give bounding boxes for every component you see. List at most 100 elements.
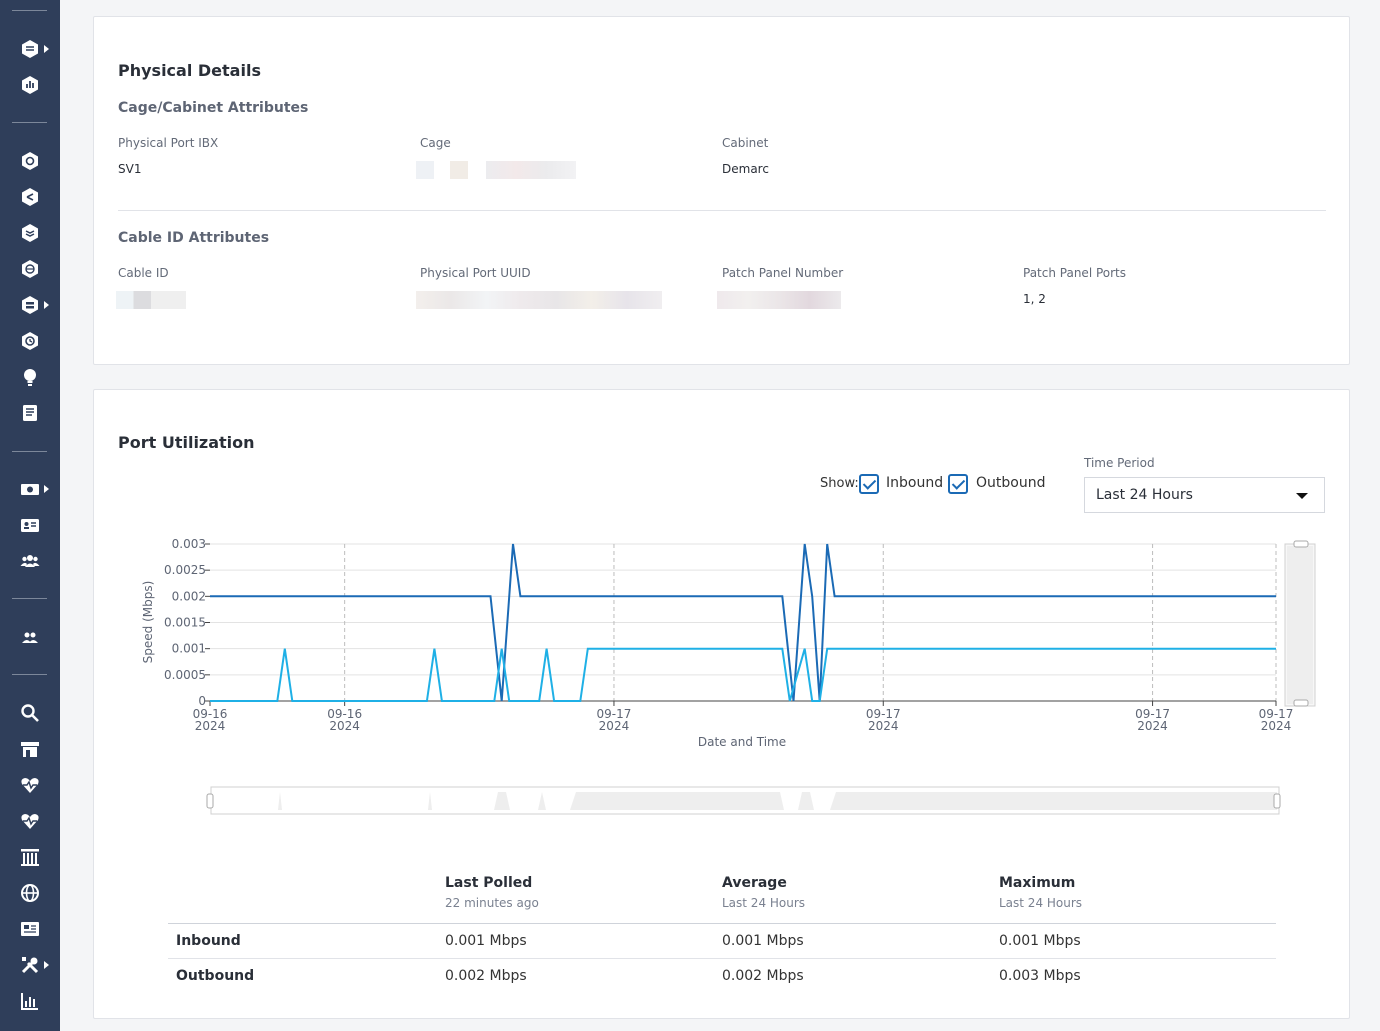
chart-box-icon[interactable] [19, 74, 41, 96]
x-tick-label-year: 2024 [868, 719, 899, 733]
search-icon[interactable] [19, 702, 41, 724]
team-icon[interactable] [19, 626, 41, 648]
layers-icon[interactable] [19, 38, 41, 60]
x-tick-label-year: 2024 [329, 719, 360, 733]
series-line-inbound[interactable] [210, 647, 1276, 702]
utilization-chart[interactable]: 0 0.0005 0.001 0.0015 0.002 0.0025 0.003 09-16… [94, 390, 1351, 1020]
y-tick-label: 0.002 [172, 589, 206, 603]
chevron-right-icon[interactable] [44, 301, 49, 309]
y-range-slider[interactable] [1284, 540, 1316, 707]
globe-hex-icon[interactable] [19, 258, 41, 280]
stack-icon[interactable] [19, 222, 41, 244]
x-range-handle-right[interactable] [1273, 793, 1281, 809]
cabinet-value: Demarc [722, 162, 769, 176]
chevron-right-icon[interactable] [44, 961, 49, 969]
sidebar-divider [12, 451, 47, 452]
document-icon[interactable] [19, 402, 41, 424]
bar-chart-icon[interactable] [19, 990, 41, 1012]
network-icon[interactable] [19, 150, 41, 172]
columns-icon[interactable] [19, 846, 41, 868]
x-tick-label: 09-16 [193, 707, 228, 721]
chart-gridlines [210, 543, 1277, 701]
x-tick-label: 09-17 [866, 707, 901, 721]
outbound-checkbox[interactable] [948, 474, 968, 494]
health-icon[interactable] [19, 810, 41, 832]
inbound-last-polled: 0.001 Mbps [445, 933, 527, 949]
chevron-right-icon[interactable] [44, 485, 49, 493]
store-icon[interactable] [19, 738, 41, 760]
x-axis-ticks: 09-16202409-16202409-17202409-17202409-1… [193, 701, 1294, 733]
patch-panel-number-label: Patch Panel Number [722, 266, 844, 280]
y-range-handle-bottom[interactable] [1293, 699, 1309, 707]
table-header-divider [168, 923, 1276, 924]
news-icon[interactable] [19, 918, 41, 940]
y-tick-label: 0.0025 [164, 563, 206, 577]
average-subheader: Last 24 Hours [722, 896, 806, 910]
outbound-checkbox-label[interactable]: Outbound [976, 475, 1046, 491]
sidebar-divider [12, 674, 47, 675]
x-tick-label: 09-17 [1259, 707, 1294, 721]
y-range-handle-top[interactable] [1293, 540, 1309, 548]
x-tick-label-year: 2024 [1137, 719, 1168, 733]
port-utilization-title: Port Utilization [118, 433, 255, 452]
id-card-icon[interactable] [19, 514, 41, 536]
inbound-checkbox-label[interactable]: Inbound [886, 475, 944, 491]
x-range-slider[interactable] [206, 786, 1281, 815]
cage-cabinet-section-title: Cage/Cabinet Attributes [118, 100, 309, 116]
tools-icon[interactable] [19, 954, 41, 976]
x-tick-label: 09-17 [597, 707, 632, 721]
average-header: Average [722, 875, 787, 891]
x-tick-label-year: 2024 [599, 719, 630, 733]
redaction-block [416, 291, 662, 309]
cage-label: Cage [420, 136, 451, 150]
maximum-header: Maximum [999, 875, 1076, 891]
sidebar-divider [12, 598, 47, 599]
last-polled-header: Last Polled [445, 875, 533, 891]
caret-down-icon [1296, 493, 1308, 499]
row-label-outbound: Outbound [176, 968, 255, 984]
physical-port-ibx-label: Physical Port IBX [118, 136, 219, 150]
x-range-handle-left[interactable] [206, 793, 214, 809]
port-utilization-card: Port Utilization Show: Inbound Outbound … [93, 389, 1350, 1019]
clock-icon[interactable] [19, 330, 41, 352]
sidebar-divider [12, 122, 47, 123]
x-tick-label-year: 2024 [1261, 719, 1292, 733]
inbound-average: 0.001 Mbps [722, 933, 804, 949]
row-label-inbound: Inbound [176, 933, 241, 949]
money-icon[interactable] [19, 478, 41, 500]
sidebar [0, 0, 60, 1031]
redaction-block [717, 291, 841, 309]
lightbulb-icon[interactable] [19, 366, 41, 388]
users-icon[interactable] [19, 550, 41, 572]
physical-port-ibx-value: SV1 [118, 162, 142, 176]
cabinet-label: Cabinet [722, 136, 769, 150]
inbound-checkbox[interactable] [859, 474, 879, 494]
share-icon[interactable] [19, 186, 41, 208]
x-axis-title: Date and Time [698, 735, 786, 749]
physical-details-card: Physical Details Cage/Cabinet Attributes… [93, 16, 1350, 365]
x-tick-label-year: 2024 [195, 719, 226, 733]
x-tick-label: 09-17 [1135, 707, 1170, 721]
redaction-block [416, 161, 434, 179]
globe-icon[interactable] [19, 882, 41, 904]
last-polled-subheader: 22 minutes ago [445, 896, 539, 910]
server-icon[interactable] [19, 294, 41, 316]
redaction-block [116, 291, 186, 309]
heartbeat-icon[interactable] [19, 774, 41, 796]
maximum-subheader: Last 24 Hours [999, 896, 1083, 910]
outbound-last-polled: 0.002 Mbps [445, 968, 527, 984]
chart-series [210, 543, 1276, 702]
y-tick-label: 0.001 [172, 642, 206, 656]
x-tick-label: 09-16 [327, 707, 362, 721]
outbound-average: 0.002 Mbps [722, 968, 804, 984]
inbound-maximum: 0.001 Mbps [999, 933, 1081, 949]
chevron-right-icon[interactable] [44, 45, 49, 53]
y-tick-label: 0.0015 [164, 616, 206, 630]
time-period-select[interactable]: Last 24 Hours [1084, 477, 1325, 513]
y-range-slider-fill [1287, 546, 1313, 704]
x-range-slider-preview [211, 792, 1277, 810]
section-divider [118, 210, 1326, 211]
series-line-outbound[interactable] [210, 543, 1276, 702]
outbound-maximum: 0.003 Mbps [999, 968, 1081, 984]
y-tick-label: 0.003 [172, 537, 206, 551]
